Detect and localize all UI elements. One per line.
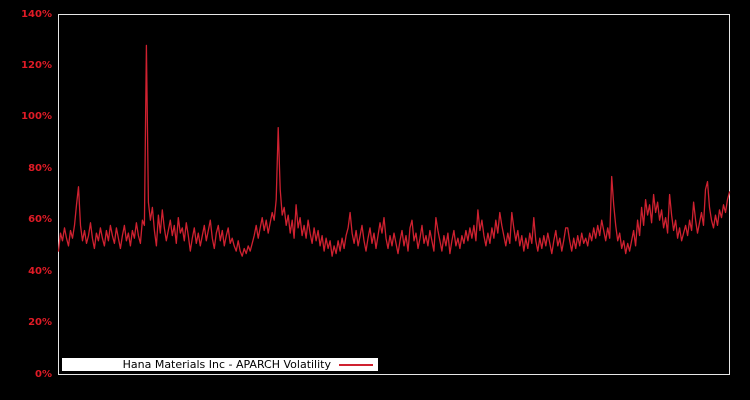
y-axis-tick-label: 80% (28, 162, 52, 174)
y-axis-tick-label: 0% (35, 368, 52, 380)
plot-area-border (58, 14, 730, 375)
legend-label: Hana Materials Inc - APARCH Volatility (122, 358, 331, 371)
volatility-line-series (57, 44, 731, 257)
y-axis-tick-label: 20% (28, 317, 52, 329)
y-axis-tick-label: 40% (28, 265, 52, 277)
y-axis-tick-label: 60% (28, 214, 52, 226)
y-axis-tick-label: 100% (21, 111, 52, 123)
legend-line-sample-icon (339, 363, 373, 366)
legend: Hana Materials Inc - APARCH Volatility (62, 358, 378, 371)
y-axis-tick-label: 120% (21, 59, 52, 71)
y-axis-tick-label: 140% (21, 8, 52, 20)
